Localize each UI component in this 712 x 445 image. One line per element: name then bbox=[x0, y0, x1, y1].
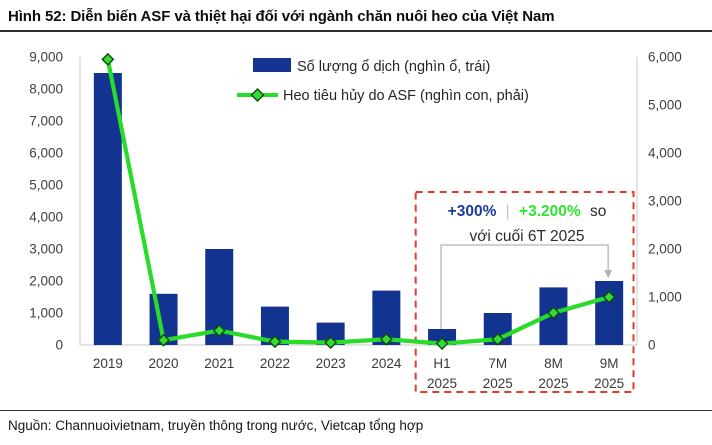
annotation-bar-change: +300% bbox=[448, 203, 497, 220]
x-axis-label: 2025 bbox=[483, 376, 513, 391]
annotation: +300% | +3.200% so với cuối 6T 2025 bbox=[448, 203, 607, 245]
callout-bracket bbox=[440, 244, 613, 343]
left-axis-tick-label: 6,000 bbox=[29, 146, 63, 161]
x-axis-label: 2019 bbox=[93, 356, 123, 371]
callout-line bbox=[440, 244, 609, 343]
right-axis-tick-label: 6,000 bbox=[648, 50, 682, 65]
x-axis-label: 2020 bbox=[149, 356, 179, 371]
legend-bar-label: Số lượng ổ dịch (nghìn ổ, trái) bbox=[297, 59, 490, 75]
x-axis-label: 9M bbox=[600, 356, 619, 371]
highlight-box bbox=[414, 191, 635, 393]
line-marker-2023 bbox=[324, 336, 338, 350]
x-axis-label: 2023 bbox=[316, 356, 346, 371]
annotation-suffix: so bbox=[590, 203, 606, 220]
left-axis-tick-label: 9,000 bbox=[29, 50, 63, 65]
x-axis-labels: 2019 2020 2021 2022 2023 2024 H1 2025 7M 2025 8M 20… bbox=[93, 356, 624, 391]
left-axis-tick-label: 2,000 bbox=[29, 274, 63, 289]
x-axis-label: 7M bbox=[488, 356, 507, 371]
annotation-separator: | bbox=[506, 203, 510, 220]
line-series bbox=[101, 52, 616, 351]
left-axis-tick-label: 7,000 bbox=[29, 114, 63, 129]
bar-2023 bbox=[316, 322, 345, 345]
left-axis-tick-label: 3,000 bbox=[29, 242, 63, 257]
line-marker-h1-2025 bbox=[435, 337, 449, 351]
annotation-line2: với cuối 6T 2025 bbox=[469, 228, 584, 245]
left-axis-tick-label: 4,000 bbox=[29, 210, 63, 225]
annotation-line1: +300% | +3.200% so bbox=[448, 203, 607, 220]
axes: 9,000 8,000 7,000 6,000 5,000 4,000 3,000 2,000… bbox=[29, 50, 682, 353]
annotation-line-change: +3.200% bbox=[519, 203, 581, 220]
x-axis-label: 2025 bbox=[538, 376, 568, 391]
x-axis-label: H1 bbox=[433, 356, 450, 371]
x-axis-label: 8M bbox=[544, 356, 563, 371]
arrow-down-icon bbox=[604, 270, 613, 278]
left-axis-tick-label: 1,000 bbox=[29, 306, 63, 321]
bar-series bbox=[93, 73, 624, 345]
highlight-dashed-rect bbox=[414, 191, 635, 393]
right-axis-tick-label: 2,000 bbox=[648, 242, 682, 257]
legend-bar-swatch bbox=[253, 58, 291, 72]
line-marker-2024 bbox=[379, 332, 393, 346]
left-axis-tick-label: 5,000 bbox=[29, 178, 63, 193]
right-axis-tick-label: 3,000 bbox=[648, 194, 682, 209]
line-marker-8m-2025 bbox=[546, 306, 560, 320]
line-marker-7m-2025 bbox=[491, 332, 505, 346]
line-marker-9m-2025 bbox=[602, 290, 616, 304]
right-axis-tick-label: 1,000 bbox=[648, 290, 682, 305]
legend: Số lượng ổ dịch (nghìn ổ, trái) Heo tiêu… bbox=[237, 58, 529, 104]
x-axis-label: 2024 bbox=[371, 356, 402, 371]
x-axis-label: 2022 bbox=[260, 356, 290, 371]
line-marker-2020 bbox=[157, 333, 171, 347]
right-axis-tick-label: 5,000 bbox=[648, 98, 682, 113]
line-path bbox=[105, 57, 612, 346]
legend-line-label: Heo tiêu hủy do ASF (nghìn con, phải) bbox=[283, 88, 529, 104]
bar-2019 bbox=[93, 73, 122, 345]
source-note: Nguồn: Channuoivietnam, truyền thông tro… bbox=[0, 410, 712, 433]
x-axis-label: 2021 bbox=[204, 356, 234, 371]
right-axis-tick-label: 4,000 bbox=[648, 146, 682, 161]
line-marker-2019 bbox=[101, 52, 115, 66]
left-axis-tick-label: 8,000 bbox=[29, 82, 63, 97]
x-axis-label: 2025 bbox=[427, 376, 457, 391]
line-marker-2021 bbox=[212, 324, 226, 338]
figure-title: Hình 52: Diễn biến ASF và thiệt hại đối … bbox=[0, 0, 712, 32]
x-axis-label: 2025 bbox=[594, 376, 624, 391]
right-axis-tick-label: 0 bbox=[648, 338, 656, 353]
left-axis-tick-label: 0 bbox=[55, 338, 63, 353]
line-marker-2022 bbox=[268, 335, 282, 349]
legend-line-marker-icon bbox=[250, 88, 265, 102]
